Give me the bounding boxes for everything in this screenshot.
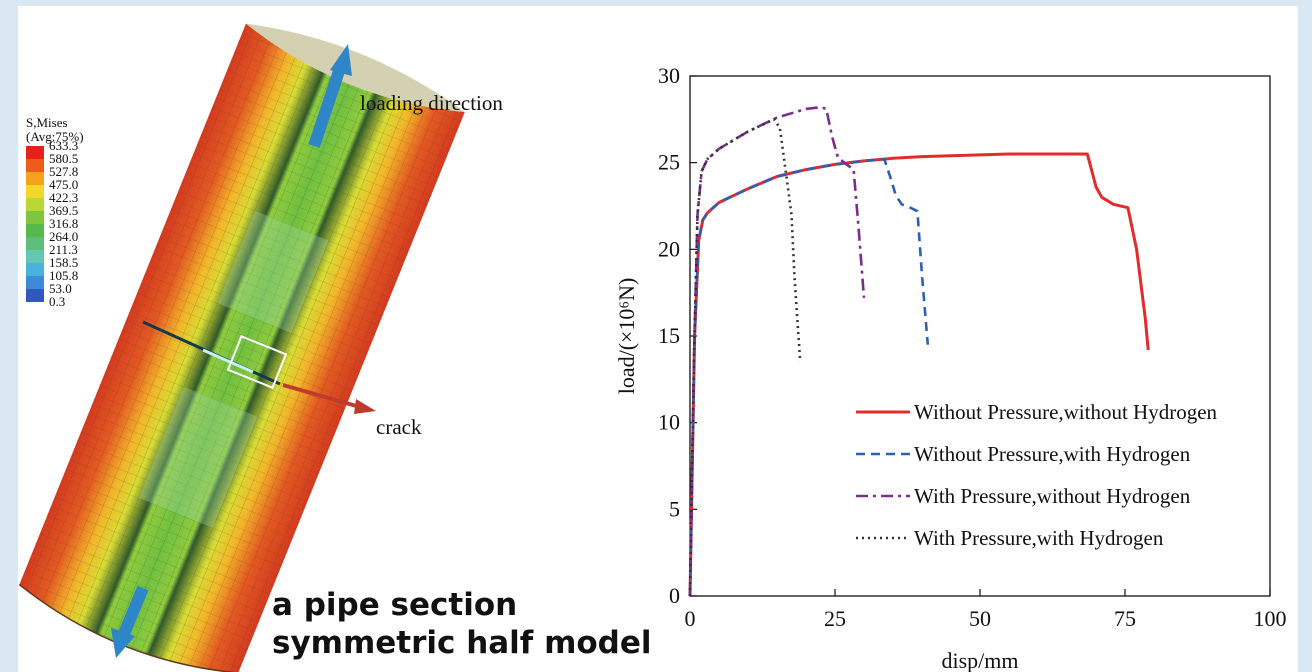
y-tick-label: 20 xyxy=(658,236,680,261)
x-tick-label: 100 xyxy=(1254,606,1287,631)
colorbar-value: 369.5 xyxy=(49,203,78,218)
crack-tip-box xyxy=(226,335,288,389)
series-line-2 xyxy=(688,157,930,597)
series-line-4 xyxy=(688,118,802,597)
colorbar-value: 105.8 xyxy=(49,268,78,283)
colorbar-swatch xyxy=(26,237,44,250)
colorbar-swatch xyxy=(26,185,44,198)
load-displacement-chart: 0 25 50 75 100 0 5 10 15 20 25 30 disp/mm load/(×10… xyxy=(614,63,1287,672)
caption-line-1: a pipe section xyxy=(272,587,518,623)
crack-label: crack xyxy=(376,415,422,439)
colorbar-swatch xyxy=(26,250,44,263)
colorbar-value: 527.8 xyxy=(49,164,78,179)
colorbar-swatch xyxy=(26,211,44,224)
legend-label: Without Pressure,with Hydrogen xyxy=(914,442,1191,466)
pipe-fea-model: loading direction crack S,Mises (Avg:75%… xyxy=(18,23,503,672)
colorbar-value: 53.0 xyxy=(49,281,72,296)
colorbar-value: 316.8 xyxy=(49,216,78,231)
y-tick-label: 15 xyxy=(658,323,680,348)
legend: Without Pressure,without Hydrogen Without… xyxy=(856,400,1218,550)
colorbar-swatch xyxy=(26,224,44,237)
legend-label: With Pressure,without Hydrogen xyxy=(914,484,1191,508)
y-tick-label: 25 xyxy=(658,150,680,175)
y-axis-label: load/(×10⁶N) xyxy=(614,278,639,395)
x-tick-label: 75 xyxy=(1114,606,1136,631)
crack-arrow xyxy=(282,383,361,409)
x-axis-label: disp/mm xyxy=(941,648,1018,672)
y-tick-label: 10 xyxy=(658,410,680,435)
y-tick-label: 30 xyxy=(658,63,680,88)
colorbar-value: 580.5 xyxy=(49,151,78,166)
colorbar-value: 0.3 xyxy=(49,294,65,309)
figure-panel: loading direction crack S,Mises (Avg:75%… xyxy=(18,6,1298,672)
x-tick-label: 25 xyxy=(824,606,846,631)
colorbar-swatch xyxy=(26,172,44,185)
colorbar-value: 211.3 xyxy=(49,242,78,257)
colorbar-value: 633.3 xyxy=(49,138,78,153)
colorbar-value: 475.0 xyxy=(49,177,78,192)
colorbar-value: 264.0 xyxy=(49,229,78,244)
colorbar-value: 158.5 xyxy=(49,255,78,270)
colorbar-swatch xyxy=(26,159,44,172)
legend-label: With Pressure,with Hydrogen xyxy=(914,526,1164,550)
loading-direction-label: loading direction xyxy=(360,91,503,115)
colorbar-title-1: S,Mises xyxy=(26,115,68,130)
caption-line-2: symmetric half model xyxy=(272,625,652,661)
x-tick-label: 50 xyxy=(969,606,991,631)
loading-arrow-top xyxy=(308,44,352,148)
stress-colorbar: 633.3580.5527.8475.0422.3369.5316.8264.0… xyxy=(26,138,78,309)
colorbar-swatch xyxy=(26,276,44,289)
pipe-body xyxy=(18,23,465,672)
colorbar-title-2: (Avg:75%) xyxy=(26,129,84,144)
colorbar-swatch xyxy=(26,289,44,302)
y-tick-label: 5 xyxy=(669,496,680,521)
legend-label: Without Pressure,without Hydrogen xyxy=(914,400,1218,424)
colorbar-swatch xyxy=(26,146,44,159)
colorbar-value: 422.3 xyxy=(49,190,78,205)
colorbar-swatch xyxy=(26,263,44,276)
series-line-3 xyxy=(688,105,866,597)
loading-arrow-bottom xyxy=(111,585,149,658)
x-tick-label: 0 xyxy=(685,606,696,631)
colorbar-swatch xyxy=(26,198,44,211)
y-tick-label: 0 xyxy=(669,583,680,608)
crack-arrowhead xyxy=(354,399,376,414)
